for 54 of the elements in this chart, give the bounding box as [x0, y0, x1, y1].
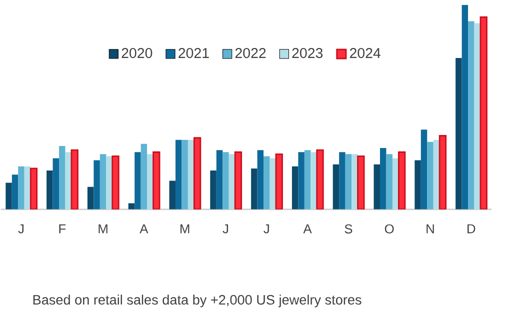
bar	[386, 154, 392, 210]
legend-label: 2021	[178, 48, 209, 58]
bar	[264, 156, 270, 210]
bar	[251, 168, 258, 210]
bar	[345, 154, 352, 210]
bar	[380, 148, 386, 210]
bar	[182, 140, 188, 210]
bar	[134, 152, 141, 210]
bar	[6, 182, 12, 210]
bar	[462, 4, 468, 210]
bar	[18, 166, 24, 210]
x-tick-label: J	[18, 224, 24, 234]
bar	[298, 152, 304, 210]
bar	[414, 160, 421, 210]
x-tick-label: F	[59, 224, 66, 233]
x-tick-label: N	[426, 224, 434, 233]
x-tick-label: M	[180, 224, 190, 233]
x-tick-label: J	[222, 224, 228, 234]
bar	[46, 170, 53, 210]
bar	[304, 150, 311, 210]
bar	[175, 140, 182, 210]
x-tick-label: M	[98, 224, 108, 233]
bar	[292, 166, 298, 210]
x-tick-label: S	[344, 224, 352, 234]
bar	[420, 129, 428, 210]
bar	[59, 146, 66, 210]
bar	[222, 152, 229, 210]
bar	[456, 58, 462, 210]
bar	[87, 186, 94, 210]
bar	[128, 203, 135, 210]
legend-label: 2020	[122, 48, 152, 58]
bar	[140, 144, 148, 210]
bar	[100, 154, 106, 210]
bar	[332, 164, 340, 210]
text: Based on retail sales data by +2,000 US jewelry stores	[33, 294, 362, 308]
bar	[52, 158, 60, 210]
bar	[94, 160, 100, 210]
legend-label: 2023	[292, 48, 323, 58]
bar	[374, 164, 380, 210]
bar	[427, 142, 434, 210]
bar	[468, 20, 474, 210]
x-tick-label: A	[303, 224, 312, 233]
bar	[210, 170, 216, 210]
legend-label: 2022	[235, 48, 266, 58]
bar	[216, 150, 223, 210]
bar	[257, 150, 264, 210]
bar	[339, 152, 346, 210]
x-tick-label: O	[384, 224, 394, 234]
x-tick-label: J	[264, 224, 269, 234]
x-tick-label: A	[140, 224, 148, 233]
x-tick-label: D	[468, 224, 476, 233]
legend-label: 2024	[350, 48, 380, 58]
bar	[169, 180, 176, 210]
bar	[12, 174, 18, 210]
